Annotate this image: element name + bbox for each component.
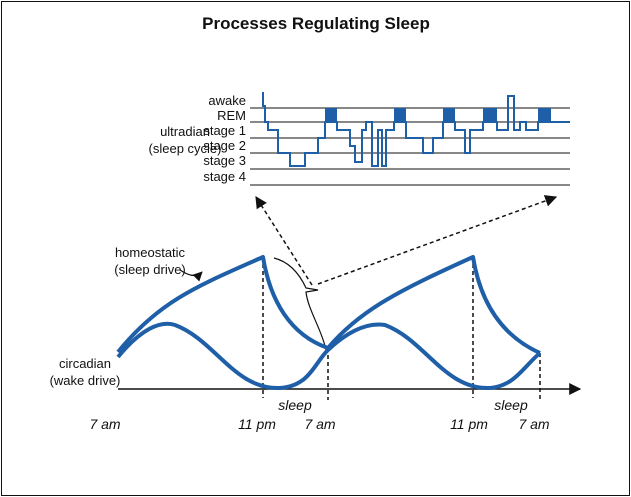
pointer xyxy=(179,269,203,282)
stage-label: stage 3 xyxy=(203,153,246,168)
hypnogram-trace xyxy=(262,92,570,167)
sleep-label: sleep xyxy=(494,397,528,413)
circadian-label: circadian xyxy=(59,356,111,371)
zoom-arrow xyxy=(255,195,313,286)
ultradian-label: ultradian xyxy=(160,124,210,139)
time-label: 7 am xyxy=(518,416,549,432)
brace xyxy=(273,257,327,351)
stage-label: awake xyxy=(208,93,246,108)
rem-blocks xyxy=(325,108,551,122)
time-label: 11 pm xyxy=(238,416,276,432)
homeostatic-label: homeostatic xyxy=(115,245,186,260)
stage-label: stage 2 xyxy=(203,138,246,153)
stage-label: stage 4 xyxy=(203,169,246,184)
circadian-sublabel: (wake drive) xyxy=(50,373,121,388)
sleep-label: sleep xyxy=(278,397,312,413)
time-label: 11 pm xyxy=(450,416,488,432)
hypnogram: awake REM stage 1 stage 2 stage 3 stage … xyxy=(203,92,570,186)
stage-label: stage 1 xyxy=(203,123,246,138)
circadian-curve xyxy=(116,321,542,391)
time-label: 7 am xyxy=(89,416,120,432)
stage-label: REM xyxy=(217,108,246,123)
time-label: 7 am xyxy=(304,416,335,432)
zoom-arrow xyxy=(317,195,558,285)
homeostatic-sublabel: (sleep drive) xyxy=(114,262,186,277)
ultradian-sublabel: (sleep cycle) xyxy=(149,141,222,156)
title: Processes Regulating Sleep xyxy=(202,14,430,33)
